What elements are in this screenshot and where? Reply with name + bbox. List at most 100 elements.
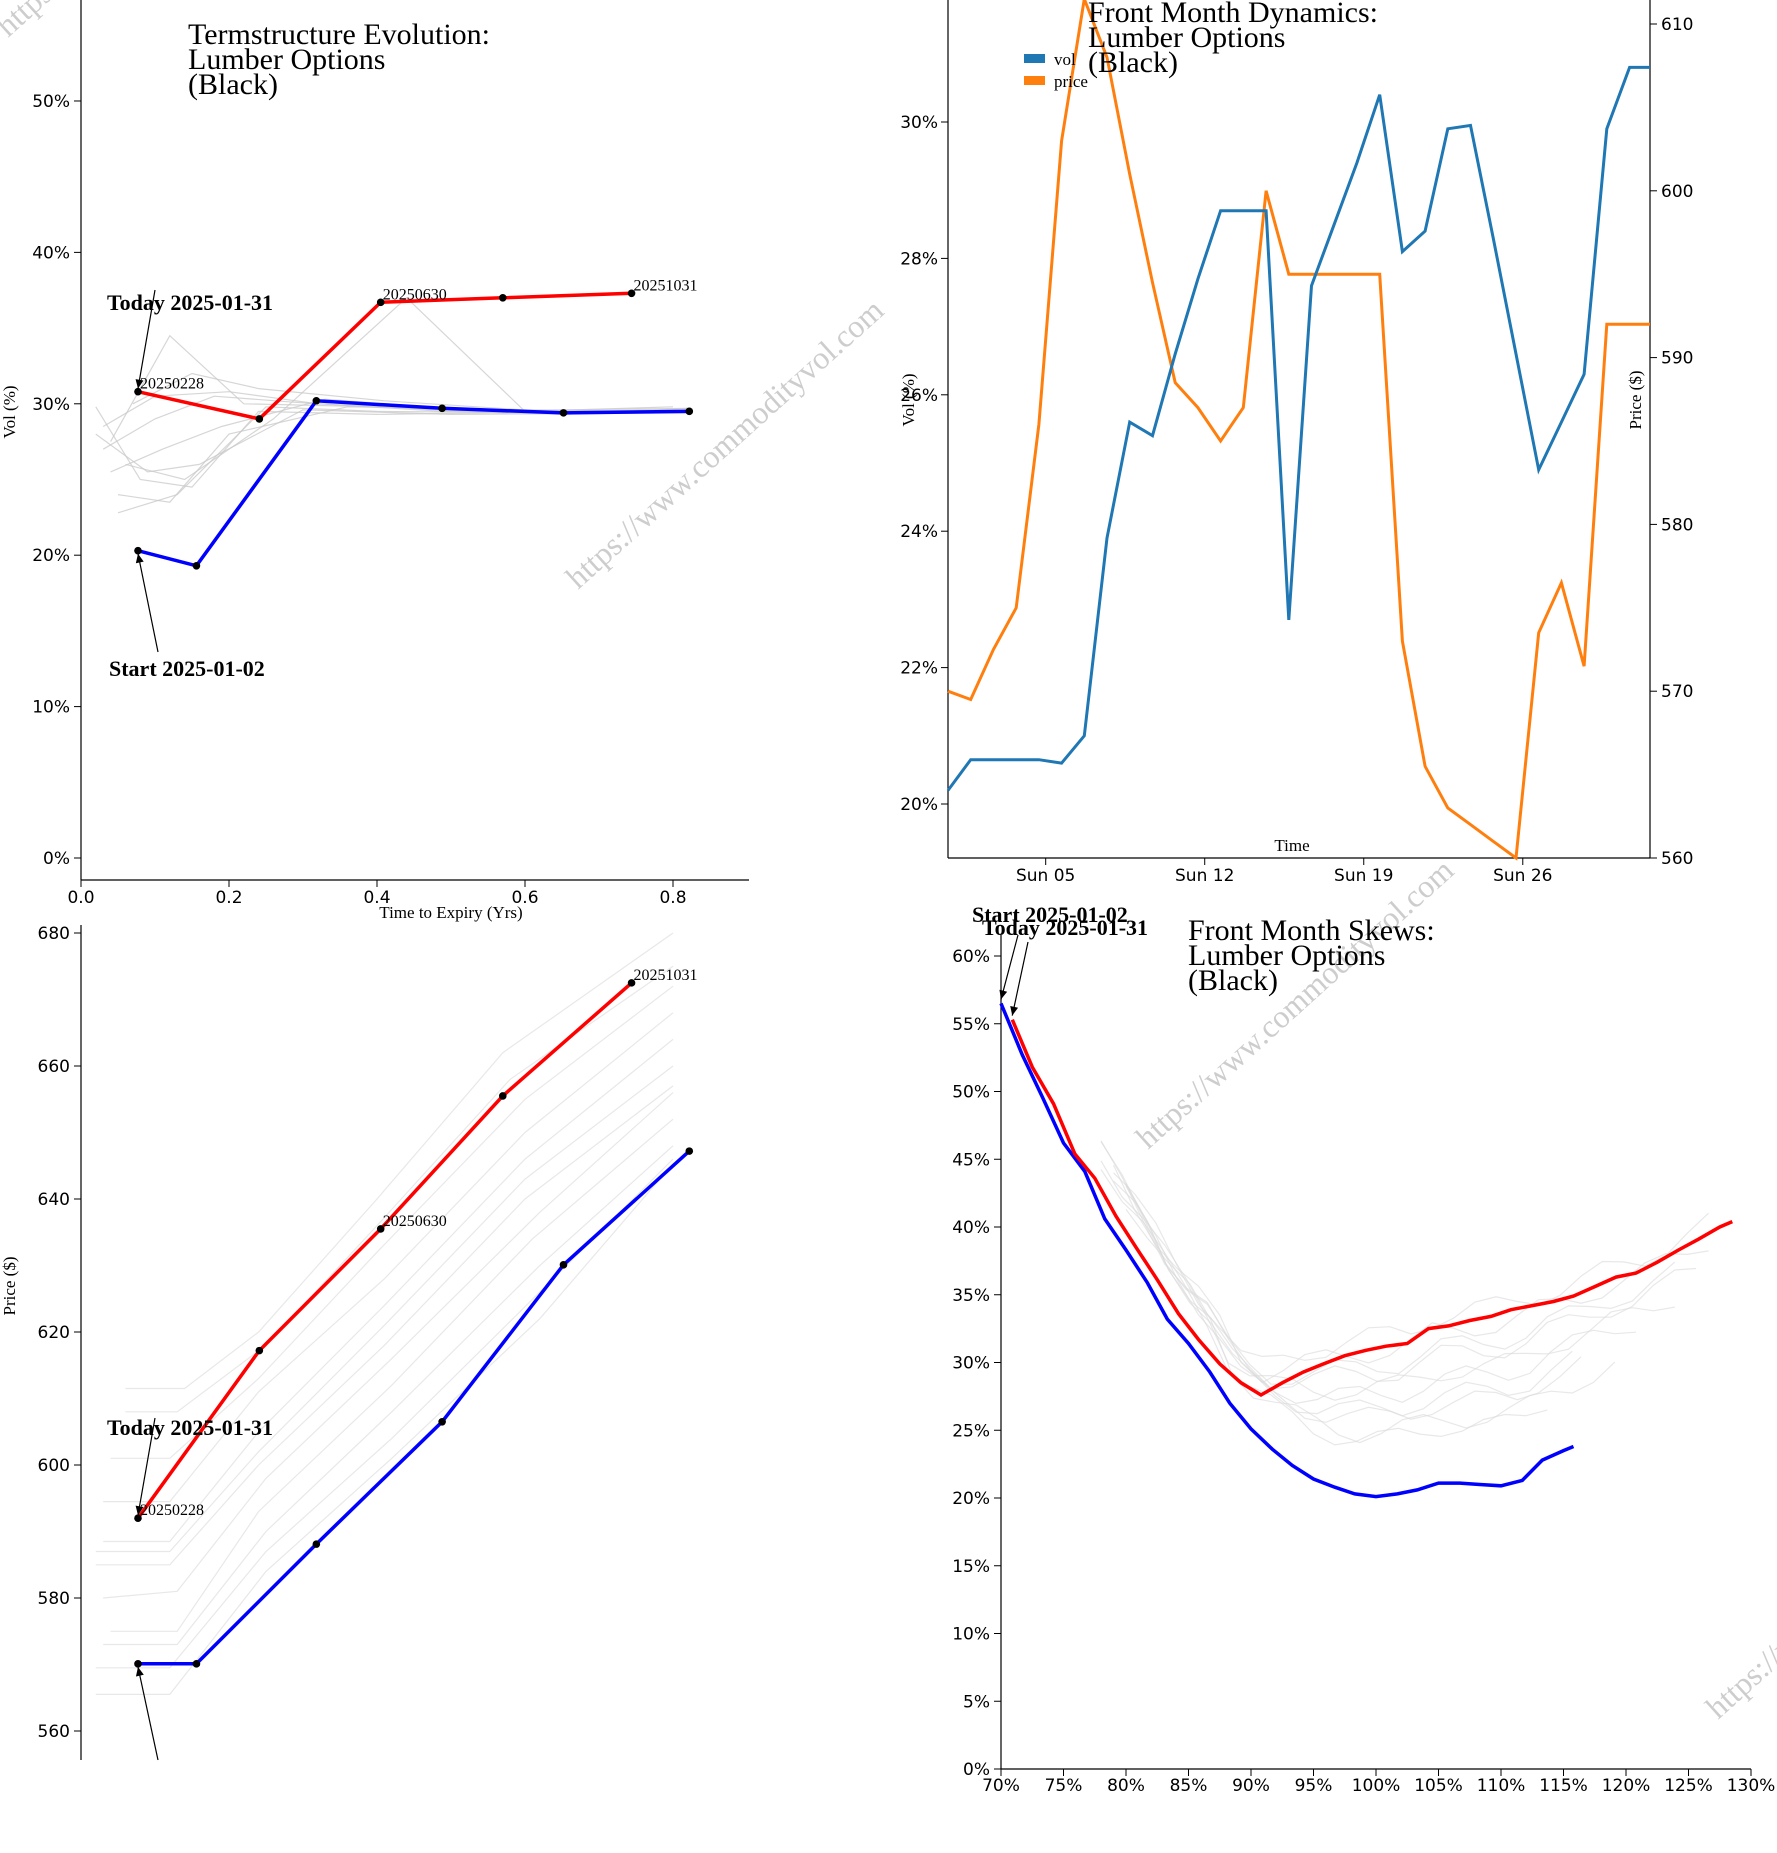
- legend-label: price: [1054, 72, 1088, 91]
- y-tick-label: 50%: [952, 1083, 990, 1103]
- y2-tick-label: 560: [1661, 849, 1693, 869]
- today-skew-curve: [1010, 1019, 1733, 1398]
- y-tick-label: 560: [38, 1722, 70, 1742]
- legend-swatch: [1024, 76, 1045, 85]
- data-point: [559, 1261, 568, 1269]
- data-point: [627, 979, 636, 987]
- data-point: [192, 1660, 201, 1668]
- annotation-start: Start 2025-01-02: [109, 656, 265, 681]
- start-curve: [138, 1149, 691, 1666]
- annotation-today: Today 2025-01-31: [982, 915, 1148, 940]
- contract-label: 20250630: [383, 286, 447, 303]
- y-tick-label: 30%: [32, 395, 70, 415]
- y-tick-label: 22%: [900, 659, 938, 679]
- annotation-arrow-line: [137, 1417, 156, 1516]
- legend: vol price: [1024, 50, 1088, 91]
- y-tick-label: 28%: [900, 249, 938, 269]
- x-tick-label: 80%: [1107, 1776, 1145, 1796]
- x-tick-label: 95%: [1295, 1776, 1333, 1796]
- y-tick-label: 25%: [952, 1421, 990, 1441]
- x-tick-label: 85%: [1170, 1776, 1208, 1796]
- x-tick-label: 100%: [1352, 1776, 1401, 1796]
- start-curve: [137, 398, 690, 568]
- y-tick-label: 50%: [32, 92, 70, 112]
- data-point: [134, 1514, 142, 1522]
- y-axis-label: Vol (%): [899, 373, 918, 426]
- x-tick-label: 0.0: [67, 888, 94, 908]
- x-tick-label: 125%: [1664, 1776, 1713, 1796]
- watermark-text: https://www.commodityvol.com: [559, 291, 891, 595]
- x-tick-label: 0.6: [511, 888, 538, 908]
- y-tick-label: 0%: [963, 1760, 990, 1780]
- x-axis-label: Time to Expiry (Yrs): [379, 903, 522, 922]
- y-tick-label: 10%: [952, 1625, 990, 1645]
- x-tick-label: 105%: [1414, 1776, 1463, 1796]
- historical-curve: [117, 406, 681, 503]
- y-tick-label: 580: [38, 1589, 70, 1609]
- legend-swatch: [1024, 54, 1045, 63]
- y2-axis-label: Price ($): [1626, 370, 1645, 429]
- historical-curve: [110, 985, 674, 1459]
- data-point: [255, 1346, 264, 1355]
- historical-skew-curve: [1100, 1160, 1675, 1401]
- x-tick-label: 90%: [1232, 1776, 1270, 1796]
- annotation-arrow-head: [135, 379, 144, 389]
- historical-curve: [125, 296, 674, 481]
- y-tick-label: 600: [38, 1456, 70, 1476]
- chart-title-line: Termstructure Evolution:: [188, 18, 490, 51]
- y-tick-label: 45%: [952, 1150, 990, 1170]
- annotation-today: Today 2025-01-31: [107, 290, 273, 315]
- y-tick-label: 20%: [32, 546, 70, 566]
- x-tick-label: Sun 19: [1334, 866, 1393, 886]
- y-tick-label: 10%: [32, 698, 70, 718]
- y-tick-label: 26%: [900, 386, 938, 406]
- y-tick-label: 24%: [900, 522, 938, 542]
- y-tick-label: 60%: [952, 947, 990, 967]
- data-point: [438, 404, 446, 413]
- chart-title-line: Lumber Options: [1188, 939, 1385, 972]
- x-tick-label: 0.2: [215, 888, 242, 908]
- termstructure-price-chart: 560 580 600 620 640 660 680 Price ($) Today 2025…: [0, 924, 698, 1761]
- historical-skew-curve: [1125, 1183, 1637, 1405]
- data-point: [685, 407, 694, 416]
- annotation-start: Start 2025-01-02: [972, 902, 1128, 927]
- watermark-text: https://www.commodityvol.com: [1699, 1421, 1777, 1725]
- chart-title-line: (Black): [1188, 964, 1278, 997]
- y2-tick-label: 590: [1661, 349, 1693, 369]
- contract-label: 20250228: [140, 376, 204, 393]
- x-tick-label: 0.8: [659, 888, 686, 908]
- start-skew-curve: [999, 1002, 1575, 1499]
- legend-label: vol: [1054, 50, 1076, 69]
- y2-tick-label: 600: [1661, 182, 1693, 202]
- historical-skew-curve: [1100, 1169, 1548, 1446]
- historical-curve: [103, 1038, 674, 1543]
- termstructure-vol-chart: 0% 10% 20% 30% 40% 50% 0.0 0.2 0.4 0.6 0.8 Time to …: [0, 0, 749, 922]
- y-axis-label: Vol (%): [0, 385, 19, 438]
- data-point: [376, 298, 385, 307]
- historical-curve: [95, 1172, 667, 1695]
- historical-skew-curve: [1113, 1172, 1709, 1361]
- y-axis-label: Price ($): [0, 1256, 19, 1315]
- historical-curve: [95, 406, 688, 488]
- x-tick-label: 120%: [1602, 1776, 1651, 1796]
- data-point: [134, 546, 142, 555]
- historical-curve: [95, 1085, 674, 1566]
- annotation-arrow-line: [137, 553, 159, 653]
- historical-curve: [103, 1092, 674, 1599]
- contract-label: 20251031: [634, 967, 698, 984]
- chart-title-line: Front Month Skews:: [1188, 914, 1435, 947]
- historical-skew-curve: [1125, 1185, 1573, 1417]
- x-tick-label: Sun 26: [1493, 866, 1552, 886]
- front-month-skews-chart: 0% 5% 10% 15% 20% 25% 30% 35% 40% 45% 50% 55% 60% 70%…: [952, 902, 1775, 1796]
- x-axis-label: Time: [1274, 836, 1309, 855]
- y-tick-label: 640: [38, 1190, 70, 1210]
- y2-tick-label: 580: [1661, 515, 1693, 535]
- annotation-arrow-head: [135, 1666, 144, 1677]
- historical-skew-curve: [1113, 1180, 1582, 1423]
- data-point: [627, 289, 636, 298]
- y-tick-label: 35%: [952, 1286, 990, 1306]
- data-point: [255, 415, 264, 423]
- contract-label: 20250630: [383, 1213, 447, 1230]
- y-tick-label: 20%: [900, 795, 938, 815]
- chart-title-line: Front Month Dynamics:: [1088, 0, 1378, 29]
